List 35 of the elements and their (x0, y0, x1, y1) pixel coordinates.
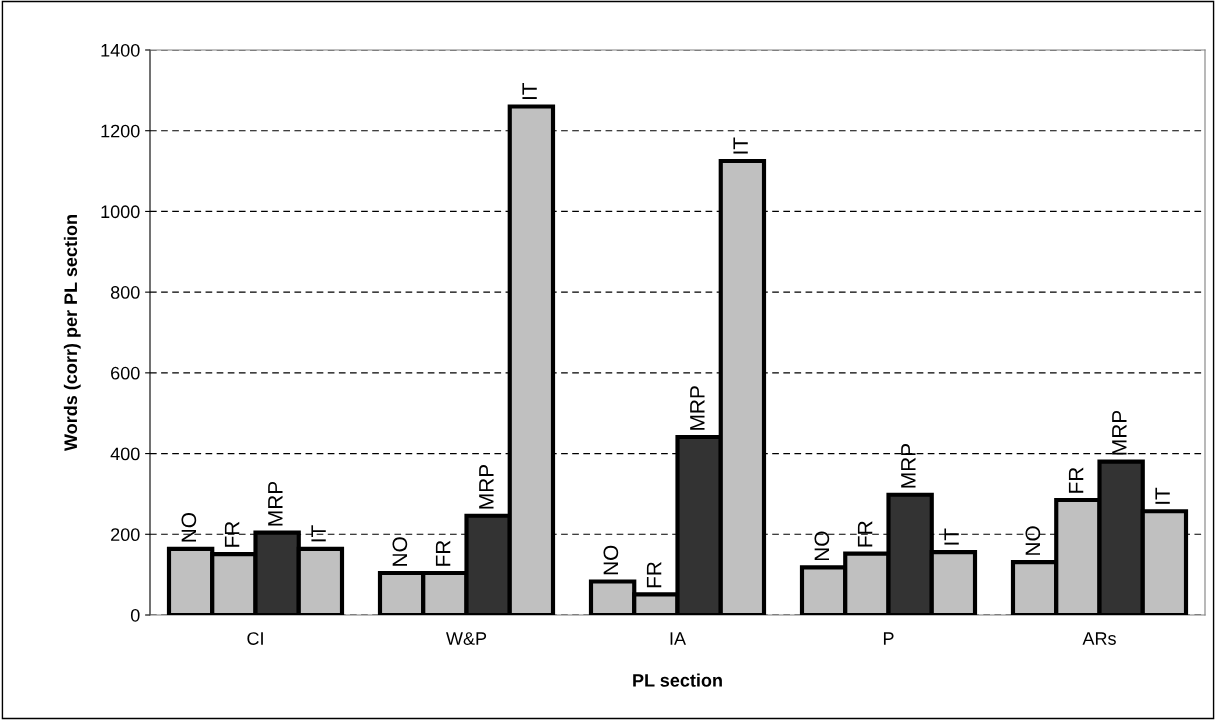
text: FR (857, 521, 873, 547)
text: MRP (479, 464, 494, 509)
text: MRP (901, 443, 916, 488)
text: IT (944, 528, 959, 545)
y-tick-label: 800 (110, 286, 140, 299)
y-tick-label: 400 (110, 447, 140, 461)
y-tick-label: 1400 (101, 43, 140, 57)
x-tick-label: ARs (1082, 632, 1116, 645)
x-tick-label: W&P (446, 632, 487, 645)
x-tick-label: P (883, 632, 894, 645)
text: NO (392, 537, 408, 566)
text: NO (603, 545, 619, 575)
text: MRP (268, 481, 283, 526)
text: IT (311, 525, 326, 542)
text: NO (1025, 526, 1041, 555)
x-axis-title: PL section (633, 673, 722, 687)
text: MRP (690, 386, 705, 430)
x-tick-label: IA (670, 632, 686, 645)
text: FR (646, 562, 662, 588)
text: IT (733, 137, 748, 154)
y-tick-label: 600 (111, 366, 140, 380)
text: FR (224, 521, 240, 547)
text: NO (814, 531, 830, 561)
y-axis-title: Words (corr) per PL section (63, 215, 81, 452)
text: FR (1068, 467, 1084, 493)
x-tick-label: CI (247, 632, 263, 645)
y-tick-label: 200 (111, 528, 140, 542)
text: IT (1155, 487, 1170, 504)
text: MRP (1112, 410, 1127, 455)
y-tick-label: 0 (130, 608, 140, 622)
text: FR (435, 540, 451, 566)
text: NO (181, 513, 197, 542)
y-tick-label: 1200 (101, 124, 140, 138)
y-tick-label: 1000 (101, 205, 140, 219)
text: IT (522, 82, 537, 100)
